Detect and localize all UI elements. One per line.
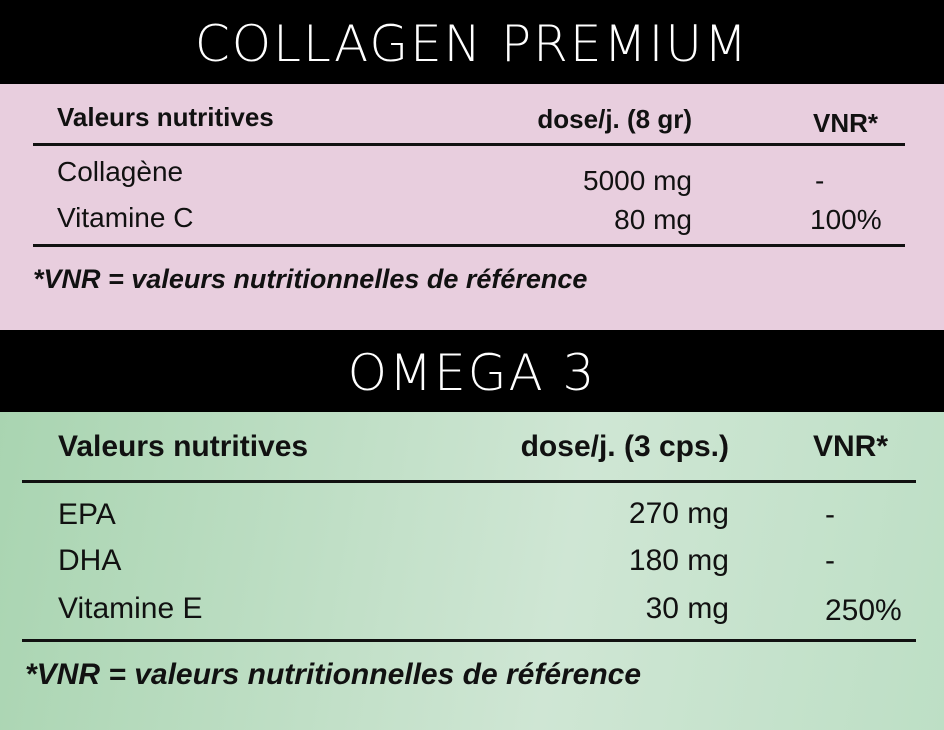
cell: 270 mg [628, 497, 729, 530]
title-bar: OMEGA 3 [0, 330, 944, 412]
section-omega: OMEGA 3 Valeurs nutritives dose/j. (3 cp… [0, 330, 944, 730]
rule [33, 244, 905, 247]
header: Valeurs nutritives [57, 102, 274, 132]
cell: EPA [58, 498, 116, 531]
footnote: *VNR = valeurs nutritionnelles de référe… [33, 264, 588, 294]
rule [22, 480, 916, 483]
header: dose/j. (3 cps.) [520, 430, 729, 463]
cell: - [825, 544, 835, 577]
header: VNR* [813, 430, 889, 463]
rule [22, 639, 916, 642]
rule [33, 143, 905, 146]
header: VNR* [813, 108, 879, 138]
cell: 80 mg [614, 204, 692, 235]
cell: 5000 mg [583, 165, 692, 196]
title-bar: COLLAGEN PREMIUM [0, 0, 944, 84]
cell: 180 mg [628, 544, 729, 577]
cell: Vitamine E [58, 592, 203, 625]
cell: Collagène [57, 156, 184, 187]
header: dose/j. (8 gr) [537, 104, 692, 134]
cell: 250% [825, 594, 902, 627]
cell: - [815, 165, 825, 196]
cell: Vitamine C [57, 202, 194, 233]
cell: DHA [58, 544, 122, 577]
cell: - [825, 498, 835, 531]
footnote: *VNR = valeurs nutritionnelles de référe… [25, 658, 642, 691]
header: Valeurs nutritives [58, 430, 309, 463]
section-collagen: COLLAGEN PREMIUM Valeurs nutritives dose… [0, 0, 944, 330]
cell: 30 mg [645, 592, 729, 625]
cell: 100% [810, 204, 882, 235]
